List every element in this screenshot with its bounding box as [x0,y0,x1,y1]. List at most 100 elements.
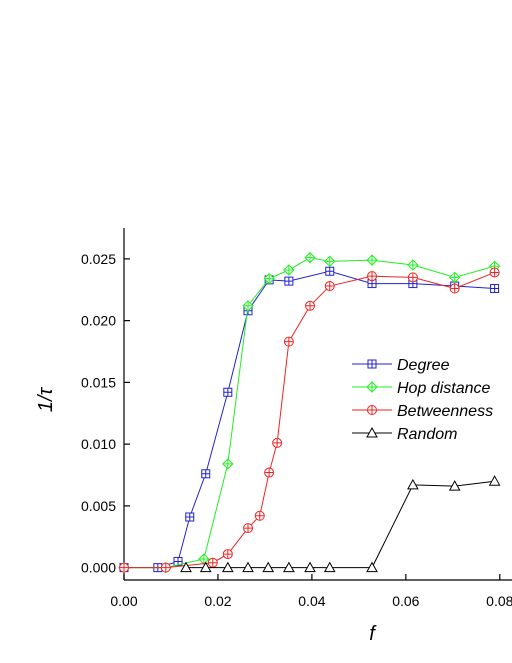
marker-cross [325,267,334,276]
marker-shape [221,561,234,573]
marker-cross [223,459,232,468]
data-point [284,276,294,286]
data-point [305,300,316,311]
marker-cross [284,265,293,274]
data-point [367,271,378,282]
marker-shape [448,480,461,491]
marker-cross [199,555,208,564]
marker-shape [323,561,336,573]
data-point [198,553,210,565]
data-point [283,336,294,347]
data-point [223,387,233,397]
marker-cross [244,301,253,310]
data-point [222,458,234,470]
marker-cross [265,468,274,477]
marker-cross [201,469,210,478]
marker-cross [368,272,377,281]
marker-cross [325,257,334,266]
data-point [199,561,212,573]
marker-cross [490,268,499,277]
marker-shape [366,426,378,438]
x-tick-label: 0.08 [486,593,512,609]
series-line [186,480,495,569]
legend-label: Betweenness [397,403,493,420]
marker-cross [244,524,253,533]
legend-label: Random [397,426,457,443]
marker-shape [242,561,254,573]
x-tick-label: 0.04 [298,593,325,609]
marker-cross [408,273,417,282]
marker-shape [304,561,316,573]
data-point [407,259,419,271]
marker-shape [262,561,275,573]
legend-marker [367,405,377,415]
legend-marker [367,359,377,369]
data-point [448,480,461,491]
legend-marker [366,426,378,438]
data-point [242,561,254,573]
data-point [243,523,254,534]
data-point [324,281,335,292]
data-point [119,562,129,573]
x-tick-label: 0.06 [392,593,419,609]
data-point [185,512,195,522]
y-tick-label: 0.025 [81,251,116,267]
data-point [489,267,500,278]
marker-cross [208,558,217,567]
data-point [242,300,254,312]
data-point [262,561,275,573]
y-tick-label: 0.000 [81,560,116,576]
data-point [366,254,378,266]
legend-label: Degree [397,357,450,374]
x-tick-label: 0.02 [204,593,231,609]
marker-shape [199,561,212,573]
y-tick-label: 0.015 [81,374,116,390]
series-line [124,270,495,569]
marker-cross [450,284,459,293]
marker-cross [265,274,274,283]
data-point [366,561,378,573]
marker-cross [223,388,232,397]
marker-cross [284,337,293,346]
data-point [221,561,234,573]
marker-cross [161,563,170,572]
y-tick-label: 0.005 [81,498,116,514]
marker-cross [284,277,293,286]
data-point [490,284,500,294]
y-tick-label: 0.020 [81,313,116,329]
marker-cross [273,438,282,447]
data-point [283,264,295,276]
data-point [263,272,275,285]
data-point [283,561,295,573]
data-point [407,478,419,490]
x-tick-label: 0.00 [110,593,137,609]
marker-cross [185,513,194,522]
data-point [160,562,171,573]
marker-cross [255,511,264,520]
series-line [124,271,495,569]
y-tick-label: 0.010 [81,436,116,452]
data-point [222,549,233,560]
data-point [324,255,336,268]
data-point [201,469,211,479]
marker-cross [120,563,128,572]
data-point [304,251,316,264]
marker-cross [490,284,499,293]
marker-cross [306,253,315,262]
marker-cross [450,273,459,282]
y-axis-label: 1/τ [35,386,57,412]
marker-cross [325,282,334,291]
marker-cross [408,261,417,270]
data-point [207,557,218,568]
data-point [449,283,460,294]
marker-cross [174,557,183,566]
marker-cross [306,301,315,310]
data-point [323,561,336,573]
marker-cross [368,383,376,391]
marker-shape [283,561,295,573]
data-point [448,271,461,284]
data-point [264,467,275,478]
data-point [407,272,418,283]
data-point [272,437,283,448]
